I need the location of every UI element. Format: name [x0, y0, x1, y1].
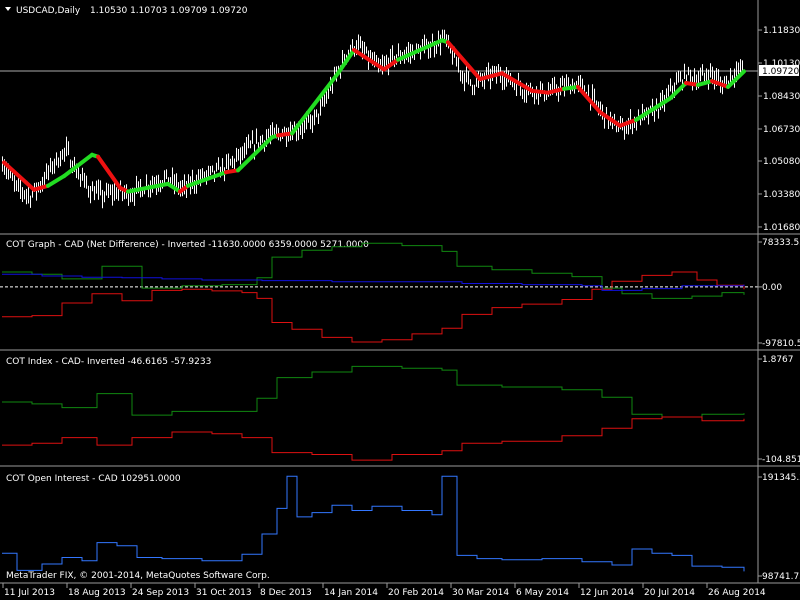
indicator-tick-label: 191345.25	[762, 473, 800, 483]
time-tick-label: 20 Jul 2014	[644, 588, 695, 598]
cot-graph-header: COT Graph - CAD (Net Difference) - Inver…	[6, 240, 369, 250]
trend-segment	[396, 38, 444, 62]
cot-graph-panel[interactable]: COT Graph - CAD (Net Difference) - Inver…	[0, 238, 800, 349]
price-panel[interactable]: USDCAD,Daily 1.10530 1.10703 1.09709 1.0…	[0, 6, 800, 233]
trend-segment	[32, 183, 50, 192]
price-tick-label: 1.08430	[763, 92, 800, 102]
time-tick-label: 14 Jan 2014	[324, 588, 378, 598]
cot-index-lines	[2, 365, 745, 461]
indicator-series-line	[2, 475, 745, 572]
price-tick-label: 1.06730	[763, 125, 800, 135]
trend-segment	[290, 71, 340, 136]
trend-segment	[562, 84, 580, 91]
trend-segment	[546, 86, 566, 95]
indicator-tick-label: 1.8767	[762, 355, 794, 365]
indicator-series-line	[2, 271, 745, 343]
cot-index-header: COT Index - CAD- Inverted -46.6165 -57.9…	[6, 357, 211, 367]
indicator-series-line	[2, 416, 745, 461]
trend-line	[2, 38, 746, 194]
indicator-tick-label: 0.00	[762, 283, 782, 293]
indicator-tick-label: 98741.75	[762, 572, 800, 582]
open-interest-axis: 191345.25 98741.75	[758, 473, 800, 582]
trend-segment	[576, 84, 602, 115]
trend-segment	[276, 131, 294, 138]
trend-segment	[668, 81, 688, 101]
trend-segment	[634, 96, 672, 122]
trend-segment	[446, 40, 482, 82]
time-tick-label: 30 Mar 2014	[452, 588, 509, 598]
trend-segment	[46, 174, 66, 188]
trend-segment	[166, 181, 182, 194]
time-tick-label: 31 Oct 2013	[196, 588, 252, 598]
trend-segment	[236, 135, 274, 173]
time-axis: 11 Jul 2013 18 Aug 2013 24 Sep 2013 31 Oct …	[2, 583, 766, 598]
price-tick-label: 1.11830	[763, 26, 800, 36]
time-tick-label: 24 Sep 2013	[132, 588, 189, 598]
trend-segment	[710, 79, 730, 89]
open-interest-header: COT Open Interest - CAD 102951.0000	[6, 474, 181, 484]
price-tick-label: 1.03380	[763, 190, 800, 200]
cot-graph-axis: 78333.55 0.00 -97810.55	[758, 238, 800, 349]
indicator-tick-label: -104.8513	[762, 455, 800, 465]
trend-segment	[696, 79, 714, 87]
trend-segment	[352, 48, 386, 72]
trend-segment	[500, 71, 534, 93]
trend-segment	[684, 81, 700, 87]
trend-segment	[96, 154, 122, 190]
indicator-series-line	[2, 242, 745, 299]
trend-segment	[726, 69, 746, 89]
time-tick-label: 20 Feb 2014	[388, 588, 444, 598]
symbol-label: USDCAD,Daily	[16, 6, 81, 16]
indicator-tick-label: -97810.55	[762, 339, 800, 349]
time-tick-label: 8 Dec 2013	[260, 588, 312, 598]
current-price-label: 1.09720	[762, 67, 799, 77]
current-price-box: 1.09720	[759, 64, 799, 77]
trend-segment	[382, 57, 400, 72]
window-menu-icon[interactable]	[5, 7, 11, 11]
price-tick-label: 1.05080	[763, 157, 800, 167]
price-axis: 1.11830 1.10130 1.08430 1.06730 1.05080 1.033…	[758, 26, 800, 233]
trend-segment	[598, 110, 622, 128]
trend-segment	[336, 48, 356, 76]
ohlc-readout: 1.10530 1.10703 1.09709 1.09720	[90, 6, 248, 16]
trend-segment	[62, 152, 94, 179]
trend-segment	[126, 181, 170, 194]
trend-segment	[2, 160, 36, 192]
cot-graph-lines	[0, 242, 758, 343]
trend-segment	[478, 71, 504, 82]
cot-index-panel[interactable]: COT Index - CAD- Inverted -46.6165 -57.9…	[2, 355, 800, 465]
copyright-text: MetaTrader FIX, © 2001-2014, MetaQuotes …	[6, 571, 270, 581]
trend-segment	[618, 117, 638, 128]
time-tick-label: 26 Aug 2014	[708, 588, 766, 598]
price-tick-label: 1.01680	[763, 223, 800, 233]
trend-segment	[224, 168, 240, 175]
open-interest-line	[2, 475, 745, 572]
time-tick-label: 11 Jul 2013	[4, 588, 55, 598]
cot-index-axis: 1.8767 -104.8513	[758, 355, 800, 465]
indicator-series-line	[2, 273, 745, 291]
price-tick-label: 1.10130	[763, 59, 800, 69]
trend-segment	[186, 170, 228, 188]
indicator-tick-label: 78333.55	[762, 238, 800, 248]
time-tick-label: 18 Aug 2013	[68, 588, 126, 598]
time-tick-label: 12 Jun 2014	[580, 588, 634, 598]
open-interest-panel[interactable]: COT Open Interest - CAD 102951.0000 1913…	[2, 473, 800, 582]
indicator-series-line	[2, 365, 745, 418]
time-tick-label: 6 May 2014	[516, 588, 569, 598]
trend-segment	[530, 88, 550, 95]
